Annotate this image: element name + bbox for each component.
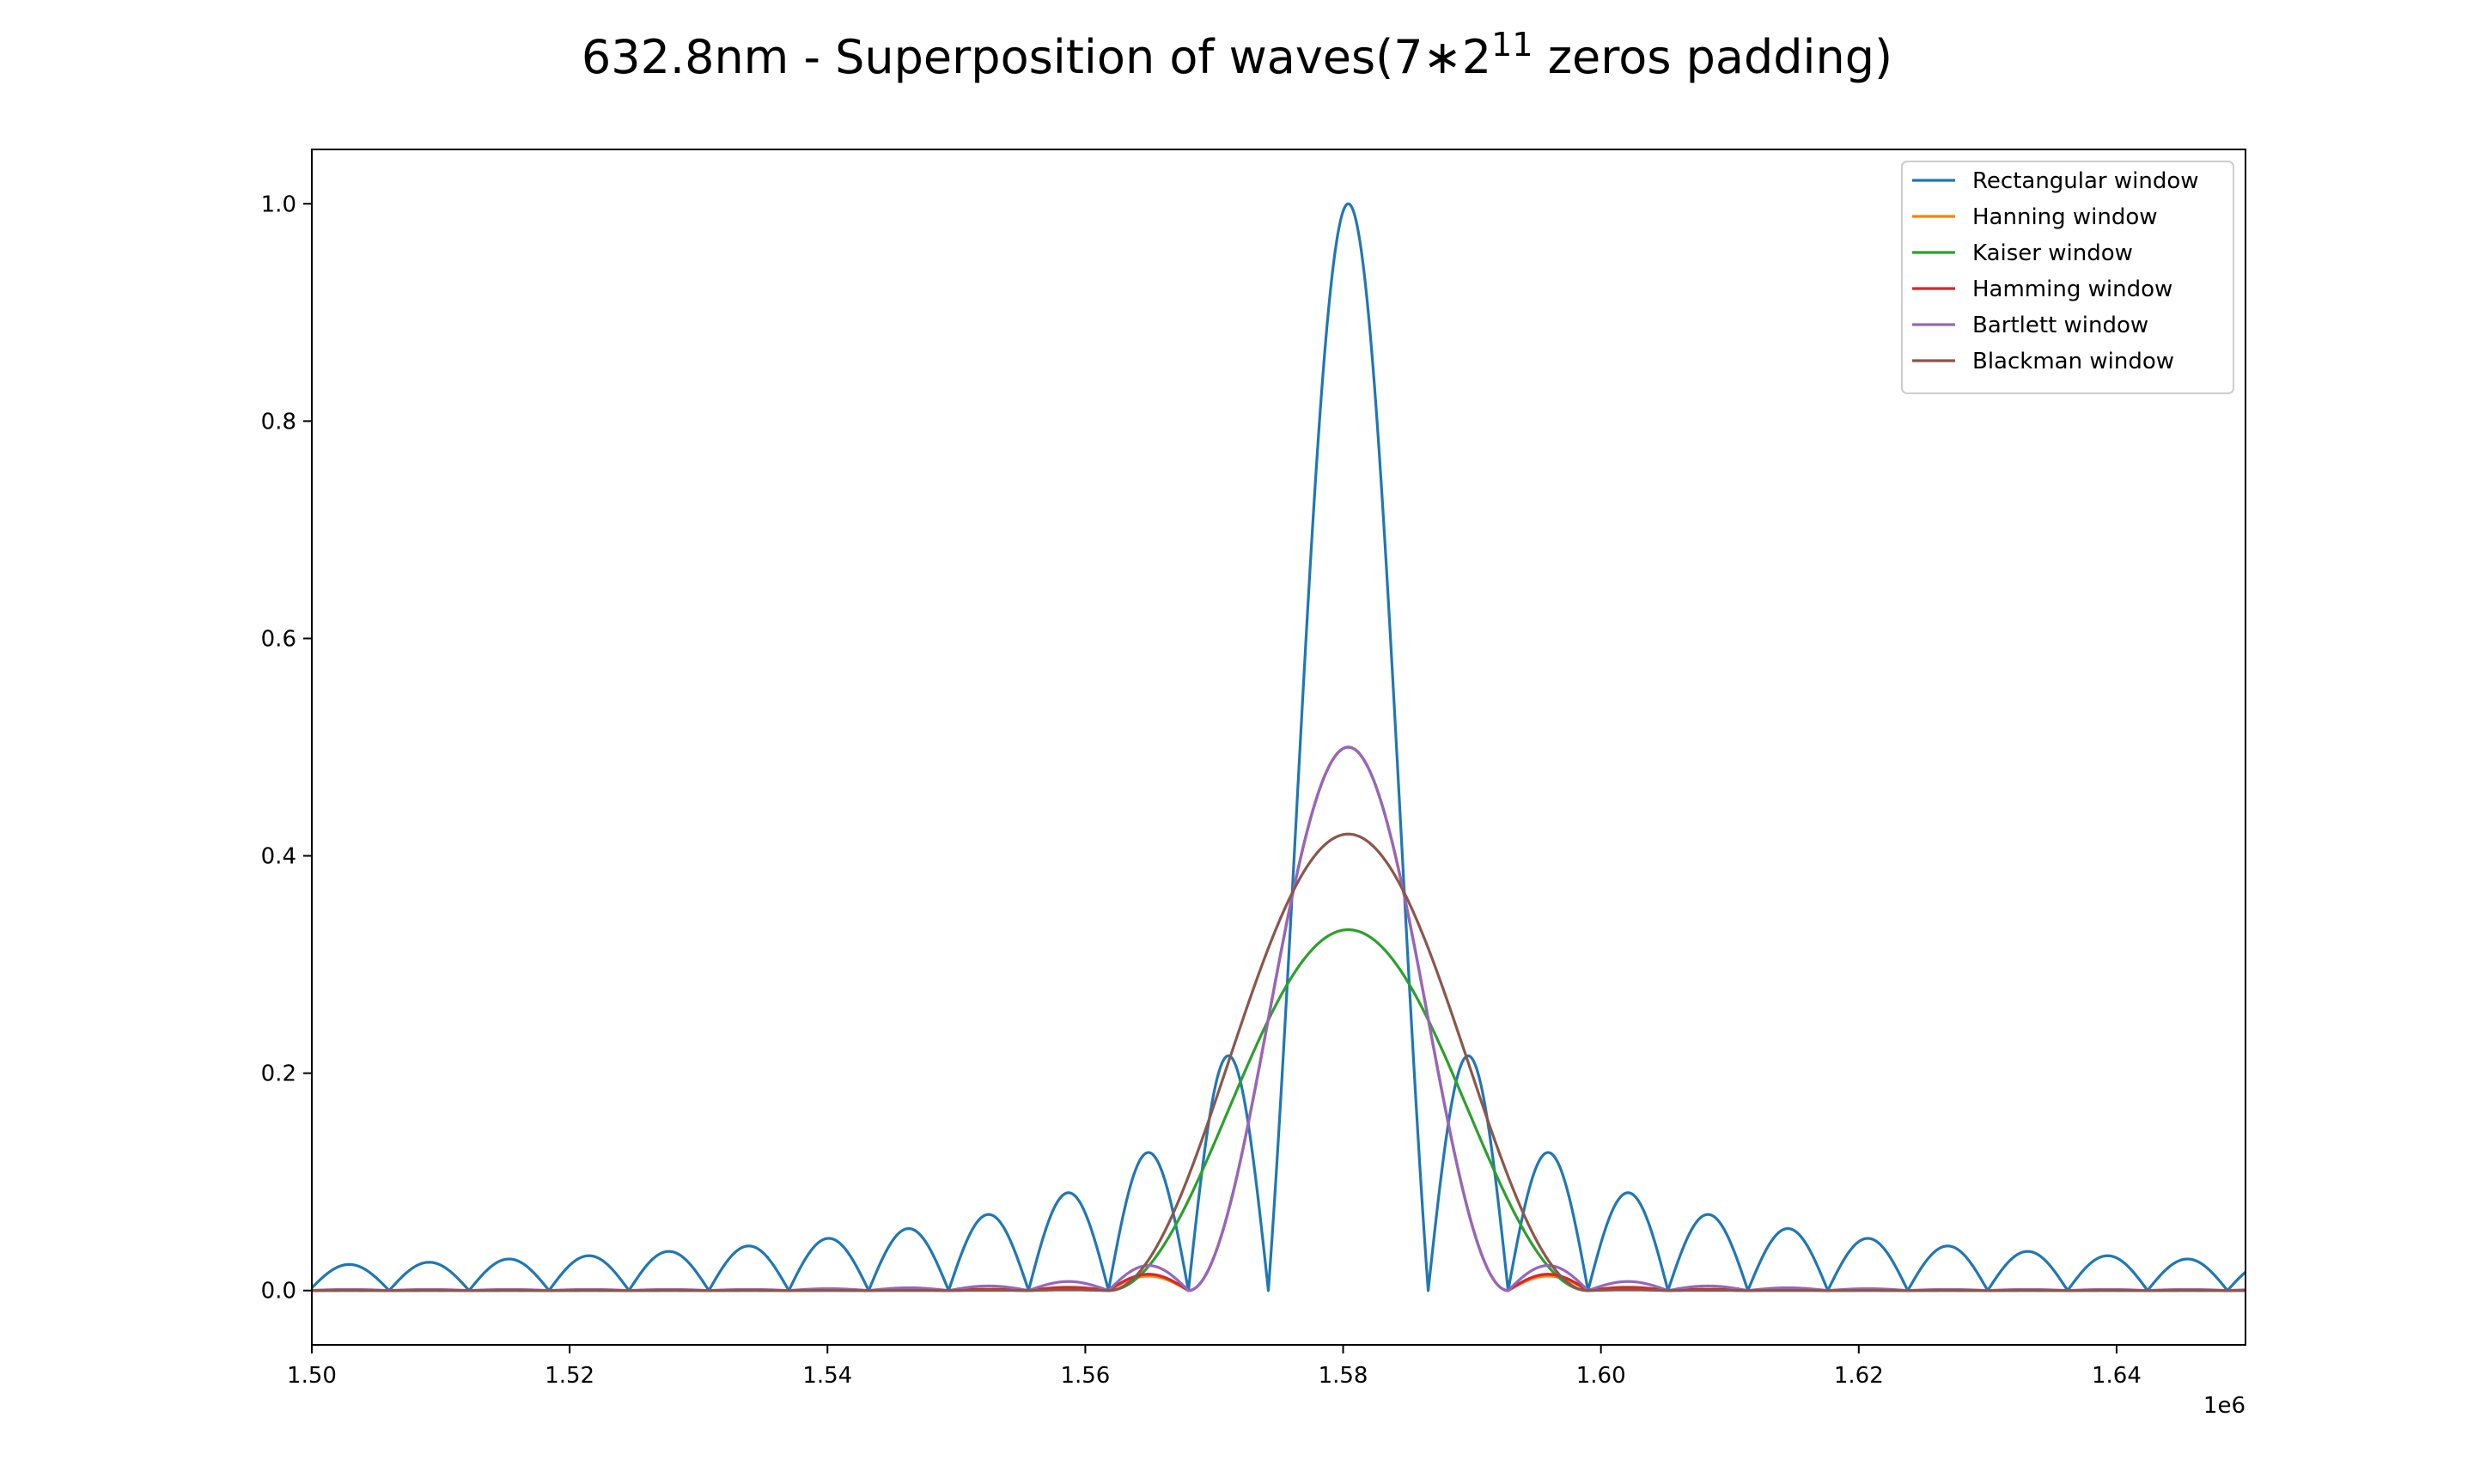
x-tick-label: 1.50 <box>287 1363 337 1389</box>
x-tick-label: 1.58 <box>1319 1363 1368 1389</box>
x-axis: 1.50 1.52 1.54 1.56 1.58 1.60 1.62 1.64 <box>287 1345 2142 1389</box>
y-axis: 0.0 0.2 0.4 0.6 0.8 1.0 <box>261 192 312 1305</box>
chart-title-main: 632.8nm - Superposition of waves(7∗2 <box>582 30 1491 84</box>
series-line-rectangular-window <box>312 202 2245 1292</box>
x-tick-label: 1.52 <box>545 1363 594 1389</box>
chart-title: 632.8nm - Superposition of waves(7∗211 z… <box>582 26 1892 84</box>
legend: Rectangular window Hanning window Kaiser w… <box>1901 161 2234 394</box>
series-layer <box>312 202 2245 1292</box>
y-tick-label: 0.8 <box>261 409 296 435</box>
chart-title-tail: zeros padding) <box>1533 30 1893 84</box>
series-line-blackman-window <box>312 832 2245 1292</box>
legend-box <box>1901 161 2234 394</box>
x-offset-label: 1e6 <box>2203 1393 2245 1419</box>
plot-frame <box>311 149 2246 1346</box>
chart-title-superscript: 11 <box>1491 26 1533 64</box>
y-tick-label: 0.2 <box>261 1061 296 1087</box>
x-tick-label: 1.62 <box>1834 1363 1884 1389</box>
x-tick-label: 1.60 <box>1576 1363 1626 1389</box>
legend-entry: Hanning window <box>1972 204 2158 230</box>
legend-entry: Bartlett window <box>1972 313 2148 338</box>
legend-entry: Hamming window <box>1972 277 2172 302</box>
legend-entry: Rectangular window <box>1972 168 2199 194</box>
x-tick-label: 1.54 <box>802 1363 852 1389</box>
legend-entry: Kaiser window <box>1972 240 2133 266</box>
y-tick-label: 1.0 <box>261 192 296 217</box>
x-tick-label: 1.64 <box>2092 1363 2142 1389</box>
y-tick-label: 0.4 <box>261 844 296 870</box>
y-tick-label: 0.0 <box>261 1279 296 1305</box>
x-tick-label: 1.56 <box>1060 1363 1110 1389</box>
legend-entry: Blackman window <box>1972 349 2174 374</box>
y-tick-label: 0.6 <box>261 626 296 652</box>
